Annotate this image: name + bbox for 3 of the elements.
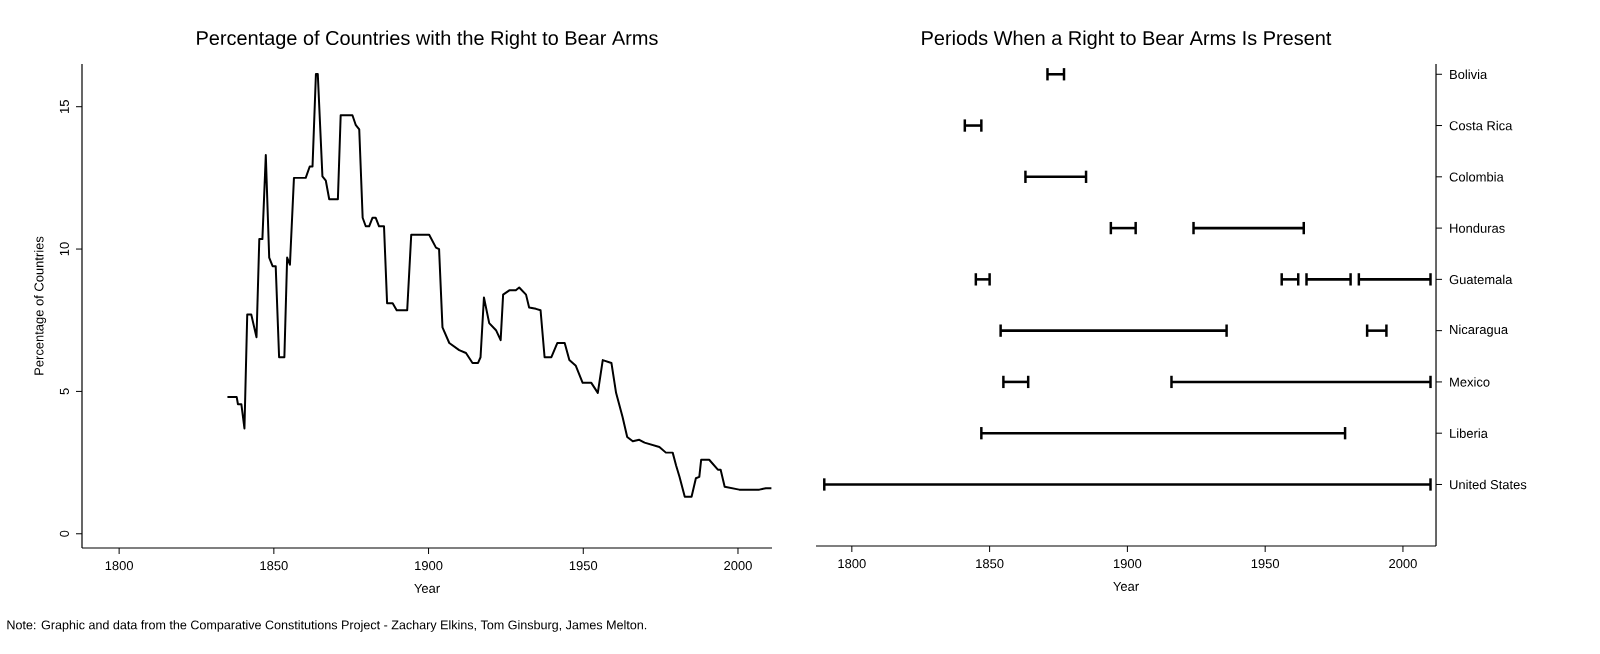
line-series xyxy=(226,72,773,498)
chart-title: Periods When a Right to Bear Arms Is Present xyxy=(922,30,1332,50)
chart-title: Percentage of Countries with the Right to Bear Arms xyxy=(197,30,658,49)
